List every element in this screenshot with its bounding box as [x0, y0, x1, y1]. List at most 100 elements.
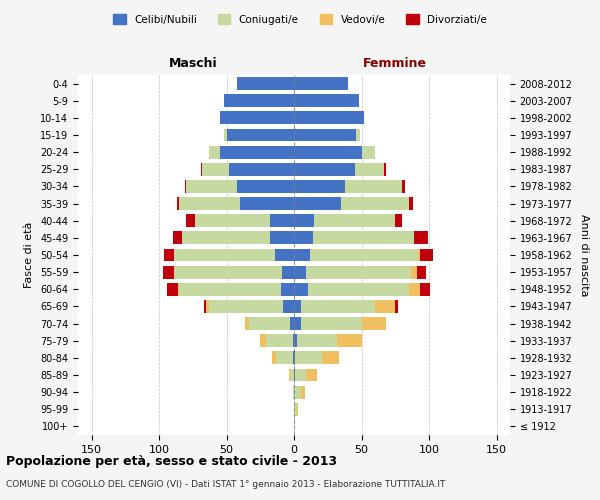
Bar [176, 197, 294, 210]
Bar [220, 112, 294, 124]
Text: Popolazione per età, sesso e stato civile - 2013: Popolazione per età, sesso e stato civil… [6, 455, 337, 468]
Bar [186, 180, 294, 193]
Bar [182, 232, 294, 244]
Bar [245, 317, 294, 330]
Bar [294, 197, 409, 210]
Bar [294, 300, 301, 313]
Bar [174, 266, 294, 278]
Bar [294, 214, 402, 227]
Bar [294, 248, 419, 262]
Bar [294, 266, 417, 278]
Bar [167, 283, 294, 296]
Bar [294, 214, 395, 227]
Bar [294, 386, 301, 398]
Bar [224, 128, 294, 141]
Bar [294, 197, 341, 210]
Bar [294, 386, 305, 398]
Bar [238, 77, 294, 90]
Bar [294, 386, 305, 398]
Bar [270, 232, 294, 244]
Bar [294, 197, 409, 210]
Bar [294, 146, 375, 158]
Bar [294, 77, 348, 90]
Bar [294, 77, 348, 90]
Bar [238, 77, 294, 90]
Bar [294, 232, 414, 244]
Bar [293, 386, 294, 398]
Bar [224, 94, 294, 107]
Bar [224, 128, 294, 141]
Bar [293, 386, 294, 398]
Bar [294, 300, 395, 313]
Bar [186, 214, 294, 227]
Bar [179, 197, 294, 210]
Bar [283, 300, 294, 313]
Bar [294, 163, 386, 175]
Bar [294, 112, 364, 124]
Bar [294, 163, 385, 175]
Bar [179, 283, 294, 296]
Bar [294, 283, 430, 296]
Bar [238, 77, 294, 90]
Bar [294, 163, 355, 175]
Bar [289, 368, 294, 382]
Bar [294, 180, 405, 193]
Bar [202, 163, 294, 175]
Bar [163, 266, 294, 278]
Legend: Celibi/Nubili, Coniugati/e, Vedovi/e, Divorziati/e: Celibi/Nubili, Coniugati/e, Vedovi/e, Di… [109, 10, 491, 29]
Bar [294, 352, 338, 364]
Bar [294, 403, 298, 415]
Bar [294, 334, 296, 347]
Bar [294, 248, 310, 262]
Bar [174, 248, 294, 262]
Bar [293, 386, 294, 398]
Bar [174, 248, 294, 262]
Bar [238, 180, 294, 193]
Bar [294, 283, 409, 296]
Bar [294, 146, 375, 158]
Bar [224, 94, 294, 107]
Bar [294, 368, 295, 382]
Bar [281, 283, 294, 296]
Bar [164, 248, 294, 262]
Bar [266, 334, 294, 347]
Bar [294, 112, 364, 124]
Bar [294, 266, 427, 278]
Bar [289, 368, 294, 382]
Bar [229, 163, 294, 175]
Bar [201, 163, 294, 175]
Text: COMUNE DI COGOLLO DEL CENGIO (VI) - Dati ISTAT 1° gennaio 2013 - Elaborazione TU: COMUNE DI COGOLLO DEL CENGIO (VI) - Dati… [6, 480, 445, 489]
Bar [294, 403, 298, 415]
Bar [294, 214, 395, 227]
Bar [178, 283, 294, 296]
Bar [275, 248, 294, 262]
Bar [294, 232, 414, 244]
Bar [294, 334, 337, 347]
Bar [196, 214, 294, 227]
Bar [220, 146, 294, 158]
Bar [294, 94, 359, 107]
Bar [294, 112, 364, 124]
Bar [260, 334, 294, 347]
Bar [270, 214, 294, 227]
Bar [250, 317, 294, 330]
Bar [294, 180, 402, 193]
Bar [277, 352, 294, 364]
Bar [209, 146, 294, 158]
Bar [294, 163, 385, 175]
Bar [245, 317, 294, 330]
Bar [294, 334, 361, 347]
Bar [294, 248, 418, 262]
Bar [294, 368, 306, 382]
Y-axis label: Fasce di età: Fasce di età [25, 222, 34, 288]
Bar [272, 352, 294, 364]
Bar [294, 232, 428, 244]
Bar [294, 94, 359, 107]
Bar [224, 128, 294, 141]
Bar [290, 317, 294, 330]
Bar [272, 352, 294, 364]
Bar [209, 146, 294, 158]
Bar [294, 317, 386, 330]
Bar [294, 368, 317, 382]
Bar [209, 300, 294, 313]
